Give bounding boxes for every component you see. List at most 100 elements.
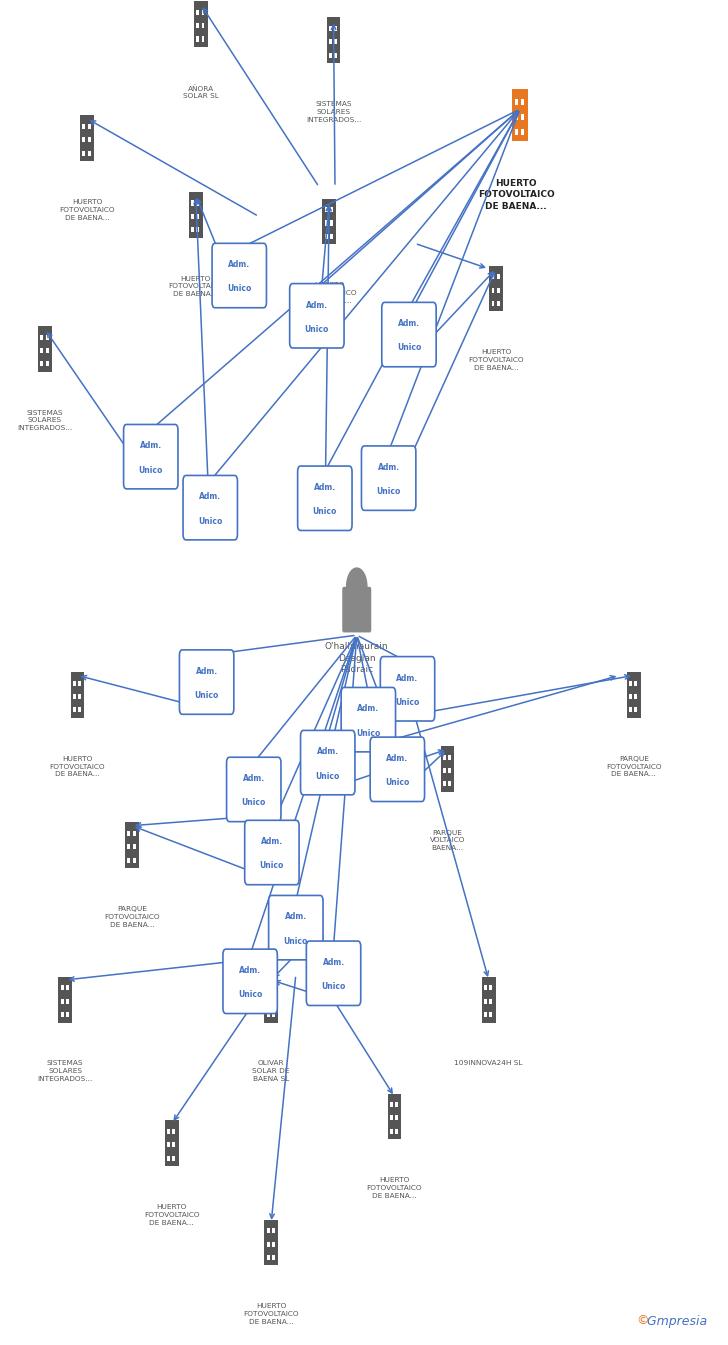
- Text: PARQUE
VOLTAICO
BAENA...: PARQUE VOLTAICO BAENA...: [430, 830, 465, 851]
- Bar: [482, 976, 496, 1022]
- Text: O'hallmaurain
Deaglan
Padraic: O'hallmaurain Deaglan Padraic: [325, 642, 389, 674]
- Bar: [390, 1115, 393, 1120]
- Text: HUERTO
FOTOVOLTAICO
DE BAENA...: HUERTO FOTOVOLTAICO DE BAENA...: [478, 179, 555, 211]
- Bar: [330, 207, 333, 213]
- Text: Unico: Unico: [376, 487, 401, 496]
- Bar: [484, 1011, 487, 1017]
- FancyBboxPatch shape: [269, 896, 323, 960]
- Text: Adm.: Adm.: [199, 492, 221, 502]
- FancyBboxPatch shape: [298, 467, 352, 530]
- Text: AÑORA
SOLAR SL: AÑORA SOLAR SL: [183, 85, 218, 100]
- Text: SISTEMAS
SOLARES
INTEGRADOS...: SISTEMAS SOLARES INTEGRADOS...: [17, 410, 73, 432]
- Text: Unico: Unico: [238, 990, 262, 999]
- Bar: [395, 1128, 398, 1134]
- FancyBboxPatch shape: [223, 950, 277, 1014]
- Bar: [197, 200, 199, 206]
- FancyBboxPatch shape: [301, 730, 355, 795]
- FancyBboxPatch shape: [380, 656, 435, 721]
- Text: Gmpresia: Gmpresia: [644, 1314, 708, 1328]
- FancyBboxPatch shape: [179, 650, 234, 714]
- Text: Unico: Unico: [198, 516, 223, 526]
- Bar: [334, 52, 337, 58]
- Bar: [272, 1255, 275, 1260]
- Bar: [521, 100, 524, 105]
- Text: Unico: Unico: [385, 779, 410, 787]
- Bar: [60, 999, 64, 1003]
- Bar: [443, 768, 446, 773]
- Bar: [489, 986, 492, 990]
- Text: Adm.: Adm.: [398, 319, 420, 328]
- Bar: [272, 986, 275, 990]
- Bar: [489, 265, 503, 311]
- Bar: [82, 137, 85, 143]
- Bar: [272, 1011, 275, 1017]
- Text: Adm.: Adm.: [314, 483, 336, 492]
- Text: Adm.: Adm.: [357, 705, 379, 713]
- Text: Adm.: Adm.: [317, 748, 339, 756]
- Bar: [323, 199, 336, 245]
- Bar: [489, 1011, 492, 1017]
- Circle shape: [347, 568, 367, 605]
- Bar: [325, 221, 328, 226]
- Text: HUERTO
FOTOVOLTAICO
DE BAENA...: HUERTO FOTOVOLTAICO DE BAENA...: [243, 1303, 299, 1325]
- Text: Adm.: Adm.: [378, 463, 400, 472]
- Bar: [491, 301, 494, 305]
- Text: Unico: Unico: [395, 698, 420, 706]
- Bar: [202, 9, 205, 15]
- Bar: [80, 116, 94, 161]
- FancyBboxPatch shape: [341, 687, 395, 752]
- Bar: [521, 129, 524, 134]
- Bar: [73, 681, 76, 686]
- Text: Unico: Unico: [227, 284, 251, 293]
- Bar: [127, 831, 130, 837]
- Bar: [272, 1228, 275, 1233]
- Bar: [440, 746, 454, 792]
- Text: ©: ©: [636, 1314, 649, 1328]
- Bar: [60, 986, 64, 990]
- Bar: [66, 999, 69, 1003]
- Bar: [165, 1120, 178, 1166]
- Text: Unico: Unico: [305, 324, 329, 334]
- Bar: [173, 1155, 175, 1161]
- Bar: [266, 1241, 269, 1247]
- FancyBboxPatch shape: [245, 820, 299, 885]
- Text: Adm.: Adm.: [140, 441, 162, 451]
- Text: Unico: Unico: [194, 691, 219, 699]
- FancyBboxPatch shape: [290, 284, 344, 348]
- Bar: [448, 755, 451, 760]
- Bar: [627, 672, 641, 718]
- Bar: [132, 858, 135, 862]
- Bar: [635, 681, 638, 686]
- Text: HUERTO
FOTOVOLTAICO
DE BAENA...: HUERTO FOTOVOLTAICO DE BAENA...: [168, 276, 223, 297]
- Bar: [327, 17, 340, 63]
- Bar: [66, 986, 69, 990]
- Bar: [38, 325, 52, 371]
- Bar: [197, 214, 199, 219]
- Bar: [635, 707, 638, 713]
- FancyBboxPatch shape: [212, 243, 266, 308]
- Text: HUERTO
FOTOVOLTAICO
DE BAENA...: HUERTO FOTOVOLTAICO DE BAENA...: [50, 756, 106, 777]
- Bar: [167, 1155, 170, 1161]
- Text: Adm.: Adm.: [323, 958, 344, 967]
- Bar: [202, 23, 205, 28]
- Bar: [330, 221, 333, 226]
- FancyBboxPatch shape: [342, 586, 371, 632]
- Bar: [82, 151, 85, 156]
- Text: PARQUE
FOTOVOLTAICO
DE BAENA...: PARQUE FOTOVOLTAICO DE BAENA...: [606, 756, 662, 777]
- Text: Unico: Unico: [315, 772, 340, 780]
- Bar: [197, 23, 199, 28]
- Bar: [395, 1102, 398, 1107]
- Bar: [334, 26, 337, 31]
- Bar: [264, 1220, 278, 1266]
- Text: Unico: Unico: [312, 507, 337, 516]
- Bar: [325, 207, 328, 213]
- Bar: [515, 114, 518, 120]
- Bar: [173, 1142, 175, 1147]
- Bar: [73, 707, 76, 713]
- Text: Adm.: Adm.: [242, 775, 265, 783]
- Bar: [191, 227, 194, 233]
- Bar: [60, 1011, 64, 1017]
- FancyBboxPatch shape: [362, 447, 416, 510]
- FancyBboxPatch shape: [370, 737, 424, 802]
- Bar: [491, 274, 494, 280]
